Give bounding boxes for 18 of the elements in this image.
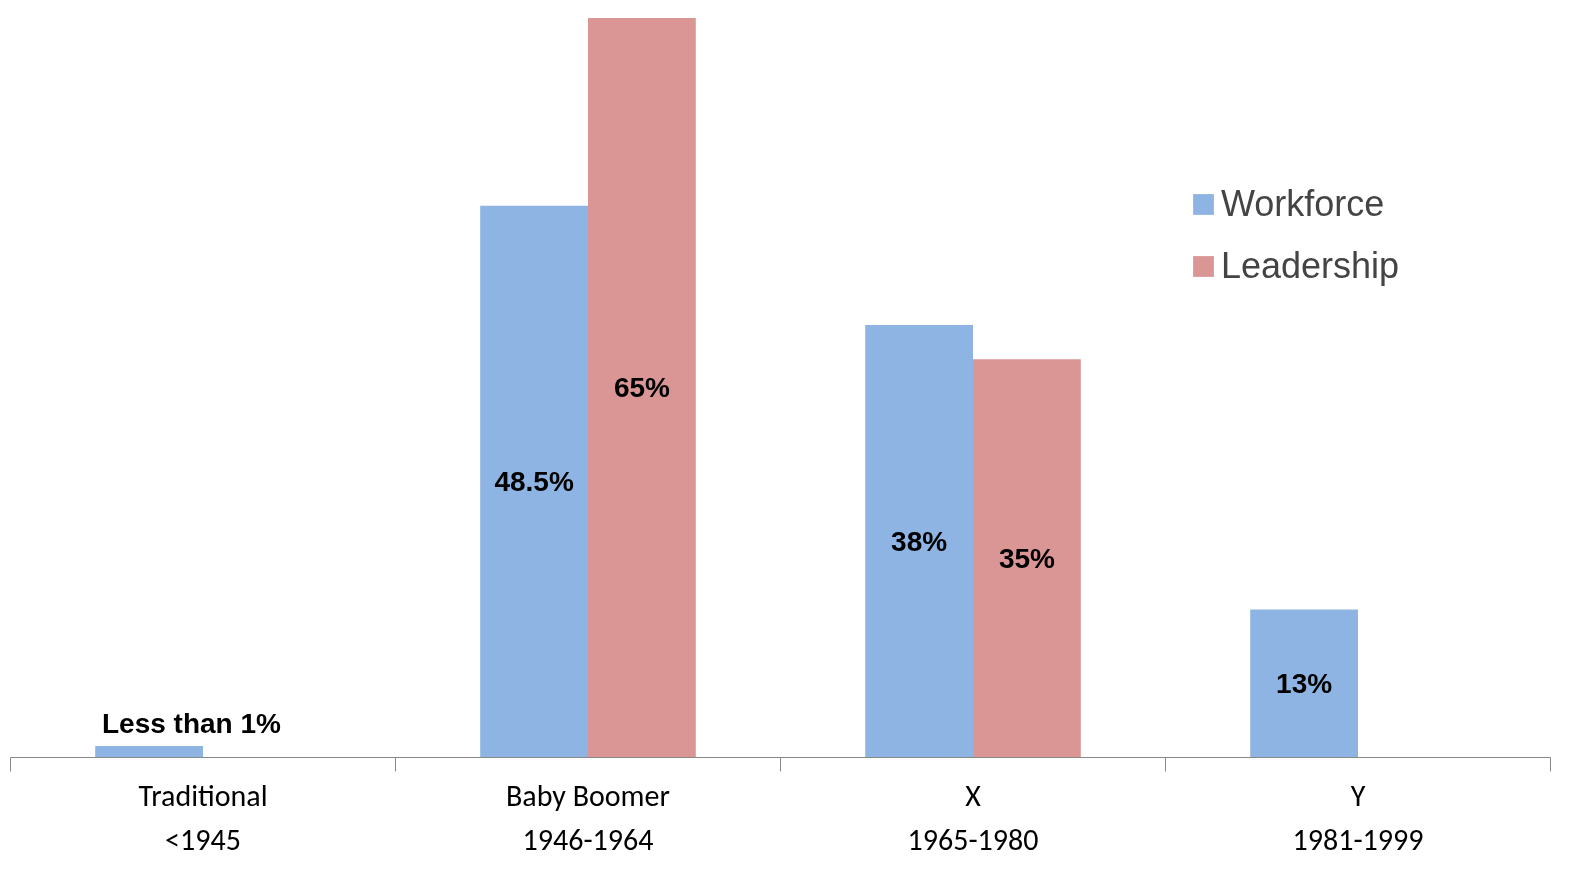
data-label: 65%: [613, 372, 671, 404]
bar: [1250, 609, 1358, 758]
x-tick-label: Traditional <1945: [138, 776, 268, 858]
data-label: 35%: [998, 542, 1056, 574]
x-tick-label: Baby Boomer 1946-1964: [506, 776, 670, 858]
bar: [973, 359, 1081, 758]
x-tick-label: X 1965-1980: [907, 776, 1039, 858]
bar: [865, 325, 973, 758]
data-label: Less than 1%: [101, 707, 282, 739]
data-label: 13%: [1276, 668, 1333, 700]
data-label: 48.5%: [494, 466, 574, 498]
bar: [588, 17, 696, 758]
legend-label: Workforce: [1221, 183, 1385, 225]
legend-label: Leadership: [1221, 245, 1400, 287]
data-label: 38%: [891, 525, 948, 557]
bar: [95, 746, 203, 758]
x-tick-label: Y 1981-1999: [1292, 776, 1424, 858]
bar: [480, 205, 588, 758]
